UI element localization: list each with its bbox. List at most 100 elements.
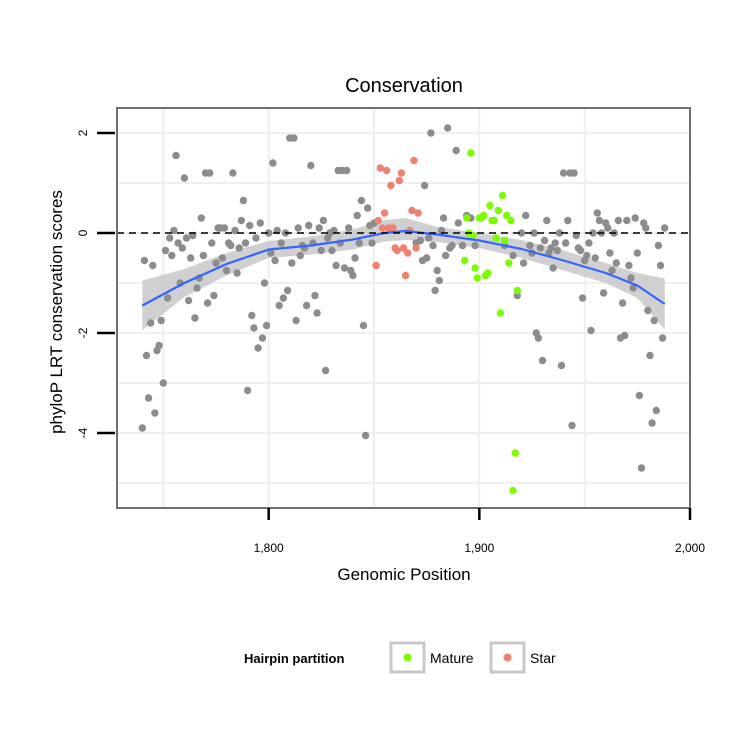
point-other [193, 284, 201, 292]
point-other [275, 301, 283, 310]
point-other [368, 239, 376, 247]
point-other [652, 406, 660, 415]
point-other [448, 241, 456, 250]
point-star [408, 206, 416, 215]
point-other [142, 351, 151, 360]
point-mature [509, 486, 517, 495]
point-other [627, 274, 635, 282]
point-other [328, 246, 336, 255]
point-other [340, 264, 349, 272]
point-other [237, 216, 245, 225]
point-other [444, 124, 452, 132]
point-other [433, 266, 441, 275]
point-other [220, 224, 229, 232]
point-other [208, 239, 216, 247]
point-star [382, 166, 391, 175]
point-other [623, 216, 631, 225]
y-axis: 2 0 -2 -4 [76, 129, 115, 438]
plot-panel [116, 107, 691, 509]
point-other [159, 379, 167, 387]
point-other [332, 261, 340, 270]
point-mature [490, 216, 498, 225]
point-other [635, 391, 644, 400]
point-mature [513, 286, 521, 295]
point-mature [507, 216, 515, 225]
x-tick-label: 2,000 [675, 541, 705, 555]
point-other [290, 134, 298, 142]
point-other [203, 299, 212, 307]
point-other [439, 214, 448, 222]
point-other [595, 216, 604, 225]
point-other [458, 241, 467, 250]
x-axis: 1,800 1,900 2,000 [254, 508, 705, 555]
point-other [258, 334, 267, 342]
point-other [248, 311, 256, 320]
point-other [661, 224, 669, 232]
point-other [606, 249, 614, 257]
point-mature [486, 201, 494, 210]
point-other [509, 251, 517, 260]
point-other [357, 196, 366, 205]
point-other [184, 296, 193, 305]
point-other [536, 244, 545, 252]
point-other [629, 284, 637, 292]
point-other [149, 261, 157, 270]
smooth-trend-line [141, 229, 666, 307]
point-other [288, 259, 296, 267]
point-other [452, 146, 460, 155]
point-other [555, 229, 564, 237]
point-mature [503, 211, 511, 220]
point-other [551, 239, 559, 247]
point-star [401, 271, 410, 280]
point-other [656, 261, 665, 270]
point-other [604, 224, 612, 232]
point-other [585, 239, 593, 247]
point-mature [467, 149, 475, 157]
point-other [246, 221, 254, 230]
point-other [182, 234, 191, 242]
point-mature [479, 211, 488, 220]
smooth-line-layer [141, 229, 666, 307]
point-mature [463, 214, 471, 222]
point-other [557, 361, 566, 370]
y-tick-label: -2 [76, 327, 90, 338]
point-other [342, 166, 351, 175]
point-star [395, 176, 403, 185]
point-other [319, 216, 328, 225]
point-star [412, 244, 420, 252]
point-other [353, 211, 361, 220]
point-other [170, 226, 178, 235]
point-other [174, 239, 182, 247]
point-other [526, 241, 534, 250]
legend-key-mature [389, 641, 426, 674]
confidence-ribbon-layer [142, 218, 665, 331]
point-star [380, 209, 389, 217]
points-layer [138, 124, 669, 495]
point-other [227, 241, 235, 250]
confidence-ribbon [142, 218, 665, 331]
grid-lines [117, 108, 690, 508]
point-other [423, 254, 431, 262]
point-other [180, 174, 189, 182]
point-other [568, 421, 576, 430]
point-other [206, 169, 214, 177]
point-other [654, 241, 663, 250]
point-other [642, 224, 650, 232]
point-mature [460, 256, 469, 265]
x-tick-label: 1,900 [464, 541, 494, 555]
point-other [222, 266, 231, 275]
point-other [625, 261, 633, 270]
point-other [425, 234, 433, 242]
point-other [231, 226, 239, 235]
point-star [393, 246, 401, 255]
point-other [427, 129, 435, 137]
point-star [389, 224, 397, 232]
point-other [538, 356, 547, 365]
point-other [578, 294, 587, 302]
legend-star-label: Star [530, 650, 556, 666]
point-other [614, 216, 623, 225]
chart-title: Conservation [345, 75, 463, 97]
point-other [138, 424, 146, 432]
point-other [471, 241, 479, 250]
